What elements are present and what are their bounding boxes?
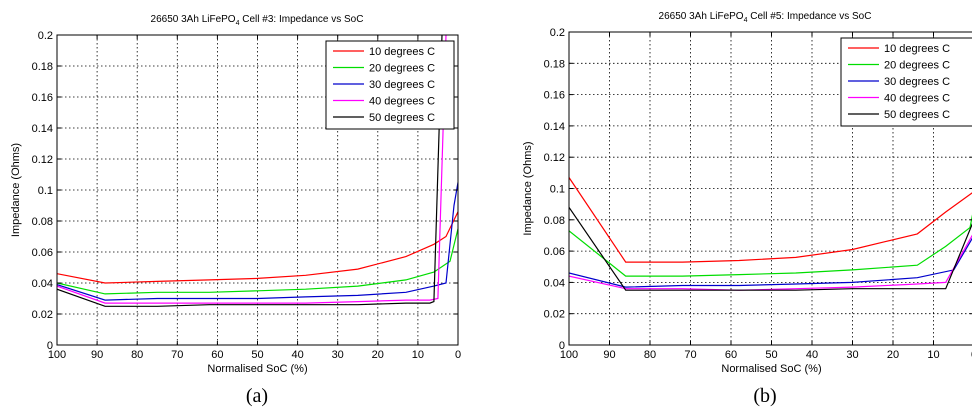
x-tick-label: 70 — [684, 349, 696, 361]
legend-box — [325, 40, 455, 130]
x-tick-label: 100 — [560, 349, 578, 361]
x-tick-label: 0 — [455, 349, 461, 361]
y-tick-label: 0.04 — [544, 277, 565, 289]
x-tick-label: 10 — [412, 349, 424, 361]
y-tick-label: 0.02 — [32, 309, 53, 321]
y-tick-label: 0.12 — [32, 154, 53, 166]
legend-label: 10 degrees C — [369, 46, 435, 58]
series-line — [57, 211, 458, 284]
y-axis-label: Impedance (Ohms) — [522, 141, 534, 235]
x-tick-label: 60 — [211, 349, 223, 361]
x-tick-label: 50 — [765, 349, 777, 361]
y-tick-label: 0.2 — [38, 30, 53, 42]
y-tick-label: 0 — [47, 340, 53, 352]
chart-1: 100908070605040302010000.020.040.060.080… — [522, 11, 972, 407]
panel-caption: (a) — [246, 385, 268, 407]
grid — [57, 35, 458, 345]
legend: 10 degrees C 20 degrees C 30 degrees C 40 d… — [840, 37, 972, 127]
series-line — [569, 237, 972, 288]
series-group — [569, 177, 972, 291]
legend-label: 30 degrees C — [369, 79, 435, 91]
legend: 10 degrees C 20 degrees C 30 degrees C 40 d… — [325, 40, 455, 130]
y-tick-label: 0.02 — [544, 309, 565, 321]
x-tick-label: 40 — [806, 349, 818, 361]
series-line — [57, 35, 443, 307]
legend-label: 50 degrees C — [884, 109, 950, 121]
x-tick-label: 60 — [725, 349, 737, 361]
x-tick-label: 40 — [291, 349, 303, 361]
x-axis-label: Normalised SoC (%) — [721, 363, 821, 375]
x-tick-label: 80 — [644, 349, 656, 361]
x-tick-label: 30 — [332, 349, 344, 361]
x-tick-label: 70 — [171, 349, 183, 361]
chart-title: 26650 3Ah LiFePO4 Cell #5: Impedance vs … — [659, 11, 872, 24]
y-tick-label: 0.18 — [544, 58, 565, 70]
y-tick-label: 0 — [559, 340, 565, 352]
y-tick-label: 0.18 — [32, 61, 53, 73]
series-line — [569, 234, 972, 291]
series-group — [57, 35, 458, 307]
y-tick-label: 0.14 — [544, 121, 565, 133]
series-line — [569, 214, 972, 277]
chart-0: 100 90 80 70 60 50 40 30 20 10 000.020.040.060.080… — [10, 14, 461, 407]
series-line — [569, 206, 972, 291]
series-line — [57, 35, 447, 304]
y-tick-label: 0.06 — [544, 246, 565, 258]
x-axis-label: Normalised SoC (%) — [207, 363, 307, 375]
x-tick-label: 10 — [927, 349, 939, 361]
legend-label: 20 degrees C — [369, 63, 435, 75]
x-tick-label: 90 — [603, 349, 615, 361]
chart-title: 26650 3Ah LiFePO4 Cell #3: Impedance vs … — [151, 14, 364, 27]
legend-box — [840, 37, 972, 127]
x-tick-label: 30 — [846, 349, 858, 361]
series-line — [569, 177, 972, 263]
legend-label: 40 degrees C — [369, 96, 435, 108]
legend-label: 40 degrees C — [884, 93, 950, 105]
y-tick-label: 0.12 — [544, 152, 565, 164]
legend-label: 30 degrees C — [884, 76, 950, 88]
y-tick-label: 0.08 — [32, 216, 53, 228]
x-tick-label: 0 — [971, 349, 972, 361]
x-tick-label: 80 — [131, 349, 143, 361]
legend-label: 20 degrees C — [884, 60, 950, 72]
legend-label: 10 degrees C — [884, 43, 950, 55]
y-tick-label: 0.04 — [32, 278, 53, 290]
y-axis-label: Impedance (Ohms) — [10, 143, 22, 237]
x-tick-label: 90 — [91, 349, 103, 361]
x-tick-label: 20 — [887, 349, 899, 361]
y-tick-label: 0.08 — [544, 215, 565, 227]
x-tick-label: 20 — [372, 349, 384, 361]
y-tick-label: 0.1 — [550, 184, 565, 196]
y-tick-label: 0.14 — [32, 123, 53, 135]
x-tick-label: 100 — [48, 349, 66, 361]
x-tick-label: 50 — [251, 349, 263, 361]
series-line — [57, 182, 458, 301]
legend-label: 50 degrees C — [369, 112, 435, 124]
y-tick-label: 0.16 — [544, 90, 565, 102]
y-tick-label: 0.2 — [550, 27, 565, 39]
y-tick-label: 0.16 — [32, 92, 53, 104]
y-tick-label: 0.06 — [32, 247, 53, 259]
y-tick-label: 0.1 — [38, 185, 53, 197]
panel-caption: (b) — [753, 385, 776, 407]
